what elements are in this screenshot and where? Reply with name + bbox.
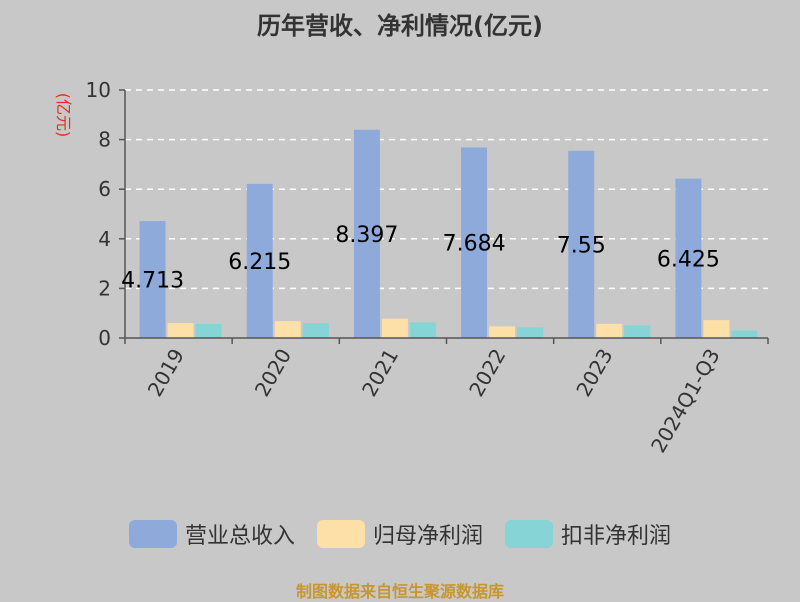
legend-swatch — [316, 520, 365, 548]
labels-layer: 2019 4.713 2020 6.215 2021 8.397 2022 7.684 2023… — [121, 223, 725, 457]
bar — [461, 147, 488, 338]
y-tick-label: 2 — [98, 276, 111, 300]
data-label: 6.425 — [657, 247, 720, 272]
bars-layer — [139, 129, 758, 338]
bar — [703, 320, 730, 338]
y-tick-label: 10 — [86, 78, 111, 102]
source-note: 制图数据来自恒生聚源数据库 — [295, 582, 504, 601]
y-tick-label: 8 — [98, 128, 111, 152]
bar — [274, 321, 301, 338]
legend-item: 扣非净利润 — [505, 518, 671, 550]
legend-label: 营业总收入 — [184, 524, 295, 549]
x-tick-label: 2020 — [250, 345, 296, 401]
x-tick-label: 2023 — [571, 345, 617, 401]
legend-swatch — [128, 520, 177, 548]
data-label: 7.684 — [443, 232, 506, 257]
data-label: 4.713 — [121, 269, 184, 294]
legend-label: 归母净利润 — [372, 524, 483, 549]
y-axis-label: (亿元) — [54, 93, 73, 138]
x-tick-label: 2019 — [143, 345, 189, 401]
legend-item: 归母净利润 — [316, 518, 483, 550]
x-tick-label: 2024Q1-Q3 — [646, 345, 725, 457]
grid-layer — [125, 89, 768, 290]
y-tick-label: 6 — [98, 177, 111, 201]
bar — [731, 330, 758, 338]
x-tick-label: 2022 — [464, 345, 510, 401]
bar — [409, 322, 436, 338]
bar — [167, 323, 194, 338]
legend-item: 营业总收入 — [128, 518, 295, 550]
bar — [568, 150, 595, 338]
chart-title: 历年营收、净利情况(亿元) — [257, 12, 543, 40]
bar — [489, 326, 516, 338]
bar — [596, 323, 623, 338]
data-label: 6.215 — [228, 250, 291, 275]
y-tick-label: 0 — [98, 326, 111, 350]
data-label: 8.397 — [335, 223, 398, 248]
bar — [353, 129, 380, 338]
bar — [517, 327, 544, 338]
bar — [381, 318, 408, 338]
bar — [675, 178, 702, 338]
bar — [195, 324, 222, 338]
data-label: 7.55 — [557, 233, 606, 258]
legend-swatch — [505, 520, 553, 548]
bar — [246, 183, 273, 338]
bar — [302, 323, 329, 338]
bar — [624, 325, 651, 338]
legend: 营业总收入 归母净利润 扣非净利润 — [0, 518, 800, 550]
bar — [139, 221, 166, 338]
y-tick-label: 4 — [98, 227, 111, 251]
legend-label: 扣非净利润 — [561, 524, 672, 549]
axis-layer: 0 2 4 6 8 10 — [86, 78, 769, 350]
x-tick-label: 2021 — [357, 345, 403, 401]
